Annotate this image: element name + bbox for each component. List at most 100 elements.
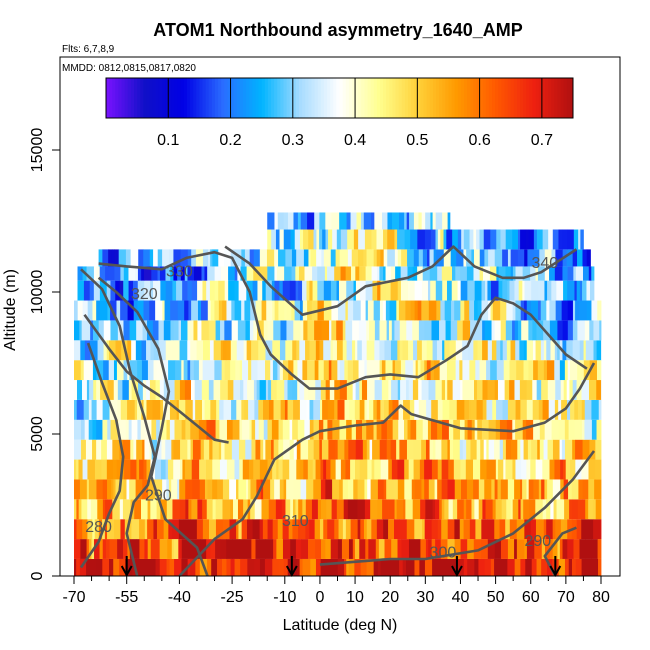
heatmap-cell (143, 300, 150, 321)
heatmap-cell (414, 558, 420, 576)
heatmap-cell (134, 399, 138, 420)
heatmap-cell (460, 459, 467, 480)
heatmap-cell (527, 439, 532, 460)
heatmap-cell (476, 439, 481, 460)
heatmap-cell (77, 266, 83, 281)
heatmap-cell (505, 519, 511, 540)
heatmap-cell (560, 380, 565, 400)
heatmap-cell (122, 499, 131, 520)
heatmap-cell (487, 280, 492, 301)
heatmap-cell (273, 320, 281, 341)
heatmap-cell (313, 399, 321, 420)
heatmap-cell (502, 399, 509, 420)
heatmap-cell (160, 399, 164, 420)
heatmap-cell (447, 266, 453, 281)
heatmap-cell (274, 249, 279, 267)
heatmap-cell (509, 519, 518, 540)
heatmap-cell (203, 439, 210, 460)
heatmap-cell (564, 519, 568, 540)
heatmap-cell (408, 380, 414, 400)
heatmap-cell (310, 558, 317, 576)
heatmap-cell (76, 499, 80, 520)
heatmap-cell (544, 479, 548, 500)
heatmap-cell (207, 266, 215, 281)
heatmap-cell (367, 459, 372, 480)
heatmap-cell (147, 360, 154, 381)
heatmap-cell (96, 479, 104, 500)
heatmap-cell (586, 280, 591, 301)
heatmap-cell (314, 320, 322, 341)
heatmap-cell (283, 212, 289, 230)
colorbar-swatch (429, 78, 434, 118)
colorbar-swatch (476, 78, 481, 118)
heatmap-cell (136, 459, 140, 480)
heatmap-cell (102, 249, 109, 267)
colorbar-swatch (560, 78, 565, 118)
heatmap-cell (435, 380, 443, 400)
heatmap-cell (416, 419, 424, 440)
colorbar-swatch (146, 78, 151, 118)
heatmap-cell (314, 212, 320, 230)
heatmap-cell (574, 280, 578, 301)
heatmap-cell (274, 212, 279, 230)
colorbar-swatch (239, 78, 244, 118)
heatmap-cell (435, 229, 439, 250)
heatmap-cell (292, 519, 299, 540)
heatmap-cell (551, 249, 556, 267)
heatmap-cell (435, 539, 442, 559)
heatmap-cell (247, 519, 254, 540)
heatmap-cell (166, 499, 173, 520)
heatmap-cell (393, 479, 399, 500)
heatmap-cell (526, 539, 535, 559)
heatmap-cell (339, 212, 347, 230)
heatmap-cell (391, 459, 398, 480)
heatmap-cell (335, 459, 342, 480)
heatmap-cell (112, 439, 120, 460)
heatmap-cell (279, 479, 284, 500)
heatmap-cell (593, 340, 597, 361)
heatmap-cell (563, 479, 569, 500)
heatmap-cell (248, 479, 251, 500)
heatmap-cell (263, 439, 266, 460)
heatmap-cell (503, 459, 506, 480)
heatmap-cell (136, 320, 143, 341)
heatmap-cell (506, 499, 511, 520)
heatmap-cell (399, 439, 408, 460)
colorbar-swatch (227, 78, 232, 118)
heatmap-cell (418, 212, 423, 230)
heatmap-cell (197, 320, 202, 341)
heatmap-cell (359, 266, 363, 281)
heatmap-cell (432, 499, 436, 520)
heatmap-cell (504, 380, 510, 400)
heatmap-cell (307, 212, 315, 230)
heatmap-cell (479, 249, 485, 267)
heatmap-cell (490, 360, 498, 381)
heatmap-cell (160, 280, 167, 301)
heatmap-cell (474, 558, 479, 576)
heatmap-cell (170, 300, 179, 321)
heatmap-cell (500, 340, 504, 361)
heatmap-cell (572, 249, 578, 267)
heatmap-cell (316, 229, 320, 250)
heatmap-cell (220, 539, 227, 559)
colorbar-swatch (513, 78, 518, 118)
heatmap-cell (255, 539, 260, 559)
heatmap-cell (482, 399, 487, 420)
heatmap-cell (255, 419, 260, 440)
heatmap-cell (441, 380, 446, 400)
heatmap-cell (351, 249, 359, 267)
heatmap-cell (544, 249, 552, 267)
contour-line-330 (98, 250, 588, 390)
heatmap-cell (524, 280, 532, 301)
heatmap-cell (310, 249, 317, 267)
heatmap-cell (215, 499, 223, 520)
heatmap-cell (350, 212, 357, 230)
heatmap-cell (431, 459, 439, 480)
colorbar-swatch (214, 78, 219, 118)
heatmap-cell (549, 320, 558, 341)
heatmap-cell (476, 399, 484, 420)
heatmap-cell (169, 558, 175, 576)
heatmap-cell (306, 280, 310, 301)
heatmap-cell (156, 419, 161, 440)
heatmap-cell (339, 419, 347, 440)
